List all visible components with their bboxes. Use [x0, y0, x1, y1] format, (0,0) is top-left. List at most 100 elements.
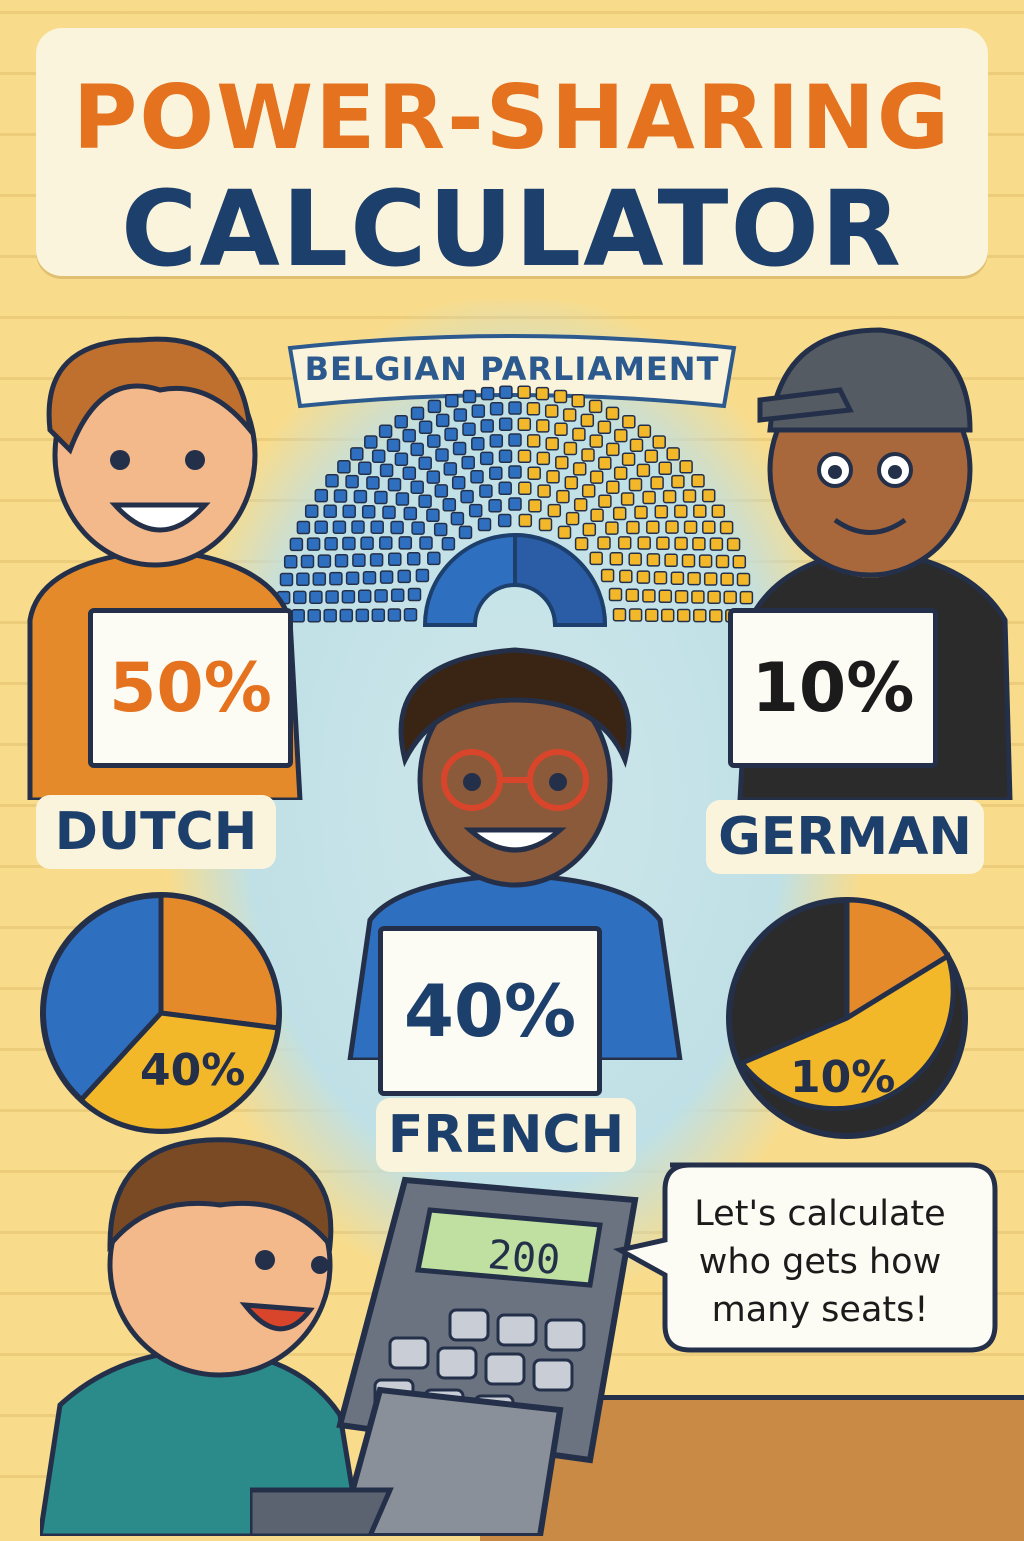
parliament-seat [634, 505, 648, 520]
parliament-seat [564, 475, 579, 490]
parliament-seat [306, 537, 321, 551]
parliament-seat [536, 451, 551, 466]
parliament-seat [410, 480, 424, 494]
parliament-seat [312, 572, 327, 586]
parliament-seat [709, 608, 723, 623]
parliament-seat [488, 498, 502, 513]
parliament-seat [545, 437, 559, 451]
parliament-seat [366, 476, 380, 490]
parliament-seat [701, 488, 716, 503]
parliament-seat [614, 428, 628, 443]
parliament-seat [703, 572, 718, 586]
parliament-seat [387, 608, 402, 622]
parliament-seat [427, 434, 441, 448]
parliament-seat [719, 520, 734, 535]
parliament-seat [489, 402, 504, 416]
parliament-seat [687, 571, 701, 586]
parliament-seat [683, 520, 698, 534]
pie-left-label: 40% [140, 1045, 246, 1096]
parliament-seat [709, 537, 724, 551]
parliament-seat [692, 537, 706, 551]
parliament-seat [662, 489, 677, 504]
parliament-seat [544, 404, 559, 418]
parliament-seat [397, 569, 411, 584]
dutch-label: DUTCH [36, 795, 276, 869]
parliament-seat [646, 520, 660, 534]
parliament-seat [470, 470, 484, 484]
parliament-seat [296, 572, 310, 587]
parliament-seat [715, 554, 730, 569]
parliament-seat [370, 520, 384, 534]
parliament-seat [554, 422, 568, 437]
german-label: GERMAN [706, 800, 984, 874]
parliament-seat [371, 608, 386, 622]
parliament-seat [665, 520, 679, 534]
parliament-seat [508, 401, 522, 415]
parliament-seat [707, 590, 721, 604]
parliament-seat [461, 455, 475, 470]
parliament-seat [670, 571, 685, 585]
parliament-seat [658, 461, 672, 476]
parliament-seat [296, 520, 311, 535]
parliament-seat [279, 572, 294, 587]
parliament-seat [653, 570, 668, 585]
parliament-seat [565, 511, 580, 526]
parliament-seat [415, 568, 430, 583]
parliament-seat [597, 420, 612, 435]
parliament-seat [606, 442, 620, 457]
parliament-seat [535, 386, 550, 401]
parliament-seat [314, 520, 328, 535]
parliament-seat [562, 408, 577, 422]
banner-text: BELGIAN PARLIAMENT [304, 350, 720, 388]
parliament-seat [674, 504, 688, 519]
speech-bubble-icon [613, 1162, 998, 1353]
parliament-seat [620, 492, 635, 506]
parliament-seat [674, 536, 688, 551]
parliament-seat [480, 419, 494, 433]
parliament-seat [374, 490, 388, 505]
parliament-seat [369, 553, 384, 567]
parliament-seat [693, 608, 707, 623]
parliament-seat [580, 413, 595, 428]
parliament-seat [314, 488, 329, 503]
banner-ribbon [287, 334, 737, 409]
parliament-seat [433, 522, 448, 537]
parliament-seat [652, 435, 666, 449]
parliament-seat [498, 417, 513, 431]
parliament-seat [612, 506, 627, 521]
parliament-seat [489, 466, 503, 480]
parliament-seat [382, 505, 396, 520]
parliament-seat [458, 525, 473, 540]
parliament-seat [323, 504, 337, 518]
parliament-seat [304, 504, 319, 518]
parliament-seat [418, 456, 432, 470]
parliament-seat [398, 536, 413, 550]
parliament-seat [418, 494, 432, 508]
parliament-seat [479, 484, 493, 498]
parliament-seat [606, 480, 620, 494]
parliament-seat [608, 587, 623, 602]
parliament-seat [451, 475, 466, 490]
parliament-seat [600, 568, 615, 583]
parliament-seat [650, 476, 664, 490]
parliament-seat [293, 590, 307, 605]
parliament-seat [362, 570, 377, 585]
parliament-seat [357, 589, 372, 604]
laptop-icon [250, 1386, 564, 1536]
parliament-seat [536, 419, 550, 433]
parliament-seat [628, 477, 643, 492]
parliament-seat [605, 406, 620, 421]
parliament-seat [309, 590, 323, 604]
parliament-seat [555, 455, 569, 470]
parliament-seat [739, 590, 754, 605]
parliament-seat [360, 536, 374, 551]
parliament-seat [625, 588, 640, 603]
parliament-seat [547, 503, 562, 518]
parliament-seat [350, 447, 364, 461]
parliament-seat [736, 572, 751, 587]
parliament-seat [353, 489, 368, 504]
parliament-seat [508, 433, 522, 447]
parliament-seat [571, 393, 585, 408]
parliament-seat [681, 553, 696, 568]
parliament-seat [339, 608, 354, 623]
